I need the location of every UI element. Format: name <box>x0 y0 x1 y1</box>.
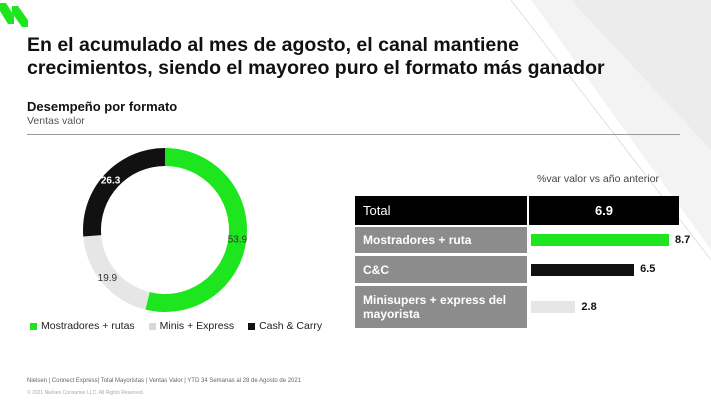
donut-slice-1 <box>145 148 248 312</box>
bar-3 <box>531 301 576 313</box>
donut-chart: 53.9 19.9 26.3 <box>83 148 248 312</box>
legend-item-3: Cash & Carry <box>248 320 322 332</box>
total-row: Total 6.9 <box>355 196 695 225</box>
total-value: 6.9 <box>529 196 679 225</box>
bar-value-3: 2.8 <box>581 300 597 313</box>
headline-line-2: crecimientos, siendo el mayoreo puro el … <box>27 57 605 79</box>
legend-label-2: Minis + Express <box>159 320 235 332</box>
legend-label-1: Mostradores + rutas <box>41 320 135 332</box>
donut-label-3: 26.3 <box>101 175 121 186</box>
bar-row-1: Mostradores + ruta 8.7 <box>355 227 695 253</box>
headline: En el acumulado al mes de agosto, el can… <box>27 34 687 80</box>
bar-table-header: %var valor vs año anterior <box>537 173 659 185</box>
bar-row-3: Minisupers + express del mayorista 2.8 <box>355 286 695 328</box>
headline-line-1: En el acumulado al mes de agosto, el can… <box>27 34 519 56</box>
legend-swatch-2 <box>148 322 156 330</box>
background-decoration <box>511 0 711 260</box>
legend-item-2: Minis + Express <box>148 320 235 332</box>
donut-label-1: 53.9 <box>228 234 248 245</box>
bar-category-1: Mostradores + ruta <box>355 227 527 253</box>
legend-swatch-1 <box>30 322 37 330</box>
donut-slice-2 <box>83 235 150 310</box>
legend-swatch-3 <box>248 322 256 330</box>
footer-copyright: © 2021 Nielsen Consumer LLC. All Rights … <box>27 390 145 396</box>
section-title: Desempeño por formato <box>27 99 178 114</box>
bar-value-2: 6.5 <box>640 263 656 275</box>
legend-label-3: Cash & Carry <box>259 320 323 332</box>
total-label: Total <box>355 196 527 225</box>
section-subtitle: Ventas valor <box>27 115 85 127</box>
legend-item-1: Mostradores + rutas <box>30 320 135 332</box>
bar-value-1: 8.7 <box>675 233 691 246</box>
bar-1 <box>531 234 669 246</box>
donut-slice-3 <box>83 148 165 237</box>
divider <box>27 134 680 135</box>
bar-row-2: C&C 6.5 <box>355 256 695 283</box>
bar-category-3: Minisupers + express del mayorista <box>355 286 527 328</box>
nielsen-logo <box>0 3 28 27</box>
bar-category-2: C&C <box>355 256 527 283</box>
bar-2 <box>531 263 635 276</box>
donut-legend: Mostradores + rutas Minis + Express Cash &… <box>30 320 322 332</box>
footer-source: Nielsen | Connect Express| Total Mayoris… <box>27 378 302 384</box>
donut-label-2: 19.9 <box>98 273 118 284</box>
